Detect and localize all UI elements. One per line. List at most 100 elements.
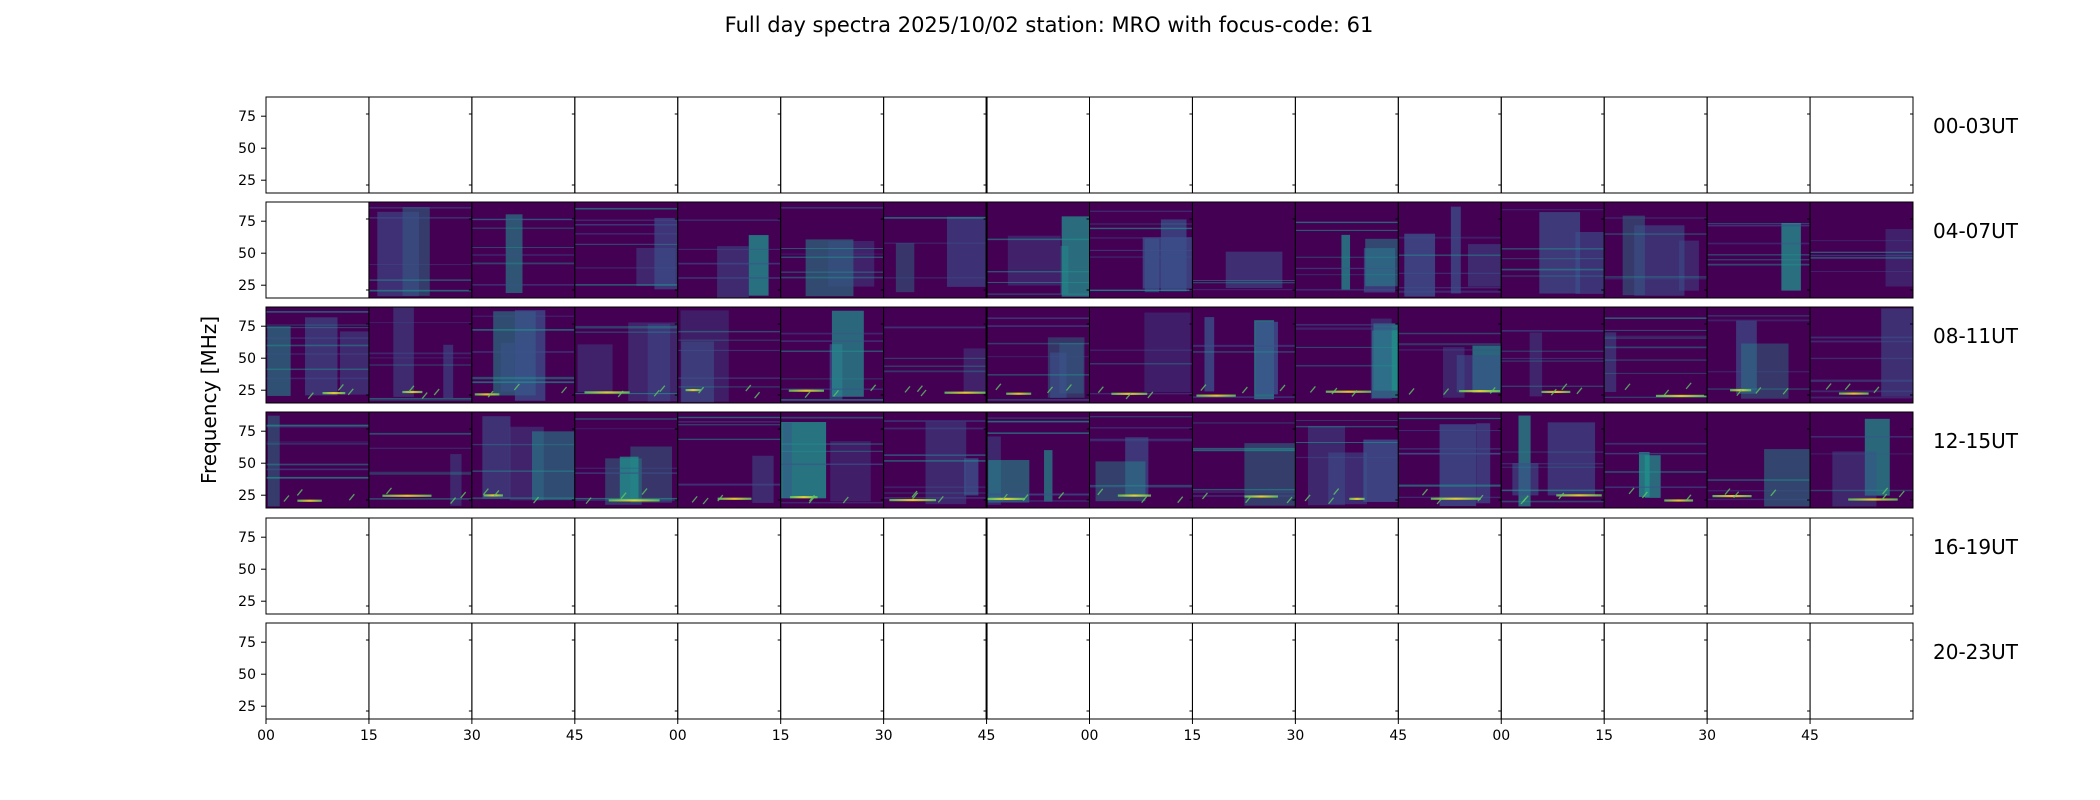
empty-panel xyxy=(1809,517,1914,615)
empty-panel xyxy=(1397,96,1502,194)
empty-panel xyxy=(1294,96,1399,194)
x-tick-label: 15 xyxy=(1595,728,1613,744)
spectrogram-panel xyxy=(471,201,576,299)
spectrogram-panel xyxy=(1397,411,1502,509)
empty-panel xyxy=(265,201,370,299)
empty-panel xyxy=(677,96,782,194)
spectrogram-panel xyxy=(883,411,988,509)
spectrogram-panel xyxy=(1294,201,1399,299)
spectrogram-panel xyxy=(1294,306,1399,404)
spectrogram-panel xyxy=(1294,411,1399,509)
spectra-row: 75 50 25 08-11UT xyxy=(238,306,2019,404)
spectrogram-panel xyxy=(1706,306,1811,404)
empty-panel xyxy=(883,622,988,720)
y-tick-label: 75 xyxy=(238,635,256,651)
spectrogram-panel xyxy=(1809,201,1914,299)
y-tick-label: 50 xyxy=(238,246,256,262)
x-tick-label: 30 xyxy=(1698,728,1716,744)
spectrogram-panel xyxy=(1706,411,1811,509)
empty-panel xyxy=(1603,622,1708,720)
x-tick-label: 15 xyxy=(1184,728,1202,744)
spectrogram-panel xyxy=(883,201,988,299)
empty-panel xyxy=(265,517,370,615)
spectra-row: 75 50 25 04-07UT xyxy=(238,201,2019,299)
empty-panel xyxy=(1191,622,1296,720)
spectrogram-panel xyxy=(677,411,782,509)
spectra-row: 75 50 25 00-03UT xyxy=(238,96,2019,194)
empty-panel xyxy=(1809,622,1914,720)
empty-panel xyxy=(265,622,370,720)
spectrogram-panel xyxy=(1500,411,1605,509)
empty-panel xyxy=(986,622,1090,720)
empty-panel xyxy=(1294,517,1399,615)
spectrogram-panel xyxy=(1089,306,1193,404)
empty-panel xyxy=(986,96,1090,194)
spectrogram-panel xyxy=(780,201,885,299)
row-time-label: 08-11UT xyxy=(1933,324,2019,348)
spectrogram-panel xyxy=(574,411,679,509)
spectrogram-panel xyxy=(1191,411,1296,509)
x-tick-label: 15 xyxy=(772,728,790,744)
spectrogram-panel xyxy=(677,201,782,299)
empty-panel xyxy=(986,517,1090,615)
row-time-label: 20-23UT xyxy=(1933,640,2019,664)
empty-panel xyxy=(471,622,576,720)
empty-panel xyxy=(265,96,370,194)
y-tick-label: 75 xyxy=(238,214,256,230)
spectra-row: 75 50 25 16-19UT xyxy=(238,517,2019,615)
spectrogram-panel xyxy=(986,201,1090,299)
empty-panel xyxy=(1089,96,1193,194)
empty-panel xyxy=(780,96,885,194)
empty-panel xyxy=(1191,96,1296,194)
x-tick-label: 00 xyxy=(257,728,275,744)
spectra-row: 75 50 25 12-15UT xyxy=(238,411,2019,509)
spectrogram-panel xyxy=(1089,201,1193,299)
empty-panel xyxy=(1294,622,1399,720)
y-tick-label: 75 xyxy=(238,424,256,440)
x-tick-label: 00 xyxy=(1492,728,1510,744)
empty-panel xyxy=(1500,517,1605,615)
spectrogram-panel xyxy=(986,411,1090,509)
y-tick-label: 75 xyxy=(238,530,256,546)
empty-panel xyxy=(780,517,885,615)
x-tick-label: 00 xyxy=(1081,728,1099,744)
chart-title: Full day spectra 2025/10/02 station: MRO… xyxy=(725,13,1374,37)
spectrogram-panel xyxy=(883,306,988,404)
empty-panel xyxy=(1089,517,1193,615)
x-axis-ticks: 00 15 30 45 00 15 30 45 00 15 30 45 00 15 30 45 xyxy=(257,719,1819,744)
x-tick-label: 30 xyxy=(463,728,481,744)
spectrogram-panel xyxy=(368,411,473,509)
y-tick-label: 25 xyxy=(238,383,256,399)
spectrogram-panel xyxy=(780,306,885,404)
y-axis-label: Frequency [MHz] xyxy=(197,316,221,484)
empty-panel xyxy=(1500,96,1605,194)
spectrogram-panel xyxy=(471,306,576,404)
empty-panel xyxy=(368,622,473,720)
y-tick-label: 75 xyxy=(238,109,256,125)
empty-panel xyxy=(883,517,988,615)
empty-panel xyxy=(1397,622,1502,720)
spectrogram-panel xyxy=(986,306,1090,404)
empty-panel xyxy=(1809,96,1914,194)
empty-panel xyxy=(574,517,679,615)
y-tick-label: 50 xyxy=(238,456,256,472)
empty-panel xyxy=(1603,517,1708,615)
empty-panel xyxy=(1089,622,1193,720)
spectra-row: 75 50 25 20-23UT xyxy=(238,622,2019,720)
spectrogram-panel xyxy=(1397,201,1502,299)
spectrogram-panel xyxy=(471,411,576,509)
empty-panel xyxy=(677,517,782,615)
spectrogram-panel xyxy=(368,306,473,404)
empty-panel xyxy=(1397,517,1502,615)
spectrogram-panel xyxy=(1500,306,1605,404)
spectrogram-panel xyxy=(1809,306,1914,404)
spectrogram-panel xyxy=(1706,201,1811,299)
empty-panel xyxy=(574,622,679,720)
empty-panel xyxy=(780,622,885,720)
y-tick-label: 25 xyxy=(238,488,256,504)
spectrogram-panel xyxy=(1603,306,1708,404)
spectrogram-panel xyxy=(1500,201,1605,299)
y-tick-label: 50 xyxy=(238,562,256,578)
spectra-rows: 75502500-03UT75502504-07UT75502508-11UT7… xyxy=(238,96,2019,720)
